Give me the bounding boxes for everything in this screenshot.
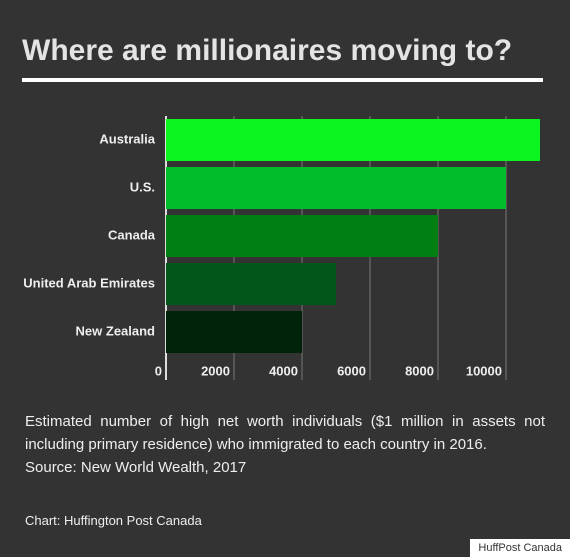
y-tick-label: New Zealand <box>76 323 156 338</box>
x-tick-label: 6000 <box>337 363 366 378</box>
x-tick-label: 8000 <box>405 363 434 378</box>
chart-title: Where are millionaires moving to? <box>22 34 512 67</box>
x-tick-label: 2000 <box>201 363 230 378</box>
note: Estimated number of high net worth indiv… <box>25 410 545 479</box>
note-text: Estimated number of high net worth indiv… <box>25 413 545 453</box>
bar <box>166 263 336 305</box>
y-tick-label: Australia <box>99 131 155 146</box>
y-tick-label: U.S. <box>130 179 155 194</box>
watermark: HuffPost Canada <box>470 539 570 557</box>
source: Source: New World Wealth, 2017 <box>25 459 247 476</box>
bar <box>166 167 506 209</box>
x-tick-label: 0 <box>155 363 162 378</box>
bar <box>166 215 438 257</box>
y-tick-label: Canada <box>108 227 156 242</box>
y-tick-label: United Arab Emirates <box>23 275 155 290</box>
bar <box>166 311 302 353</box>
bar <box>166 119 540 161</box>
x-tick-label: 4000 <box>269 363 298 378</box>
x-tick-label: 10000 <box>466 363 502 378</box>
credit: Chart: Huffington Post Canada <box>25 513 202 528</box>
